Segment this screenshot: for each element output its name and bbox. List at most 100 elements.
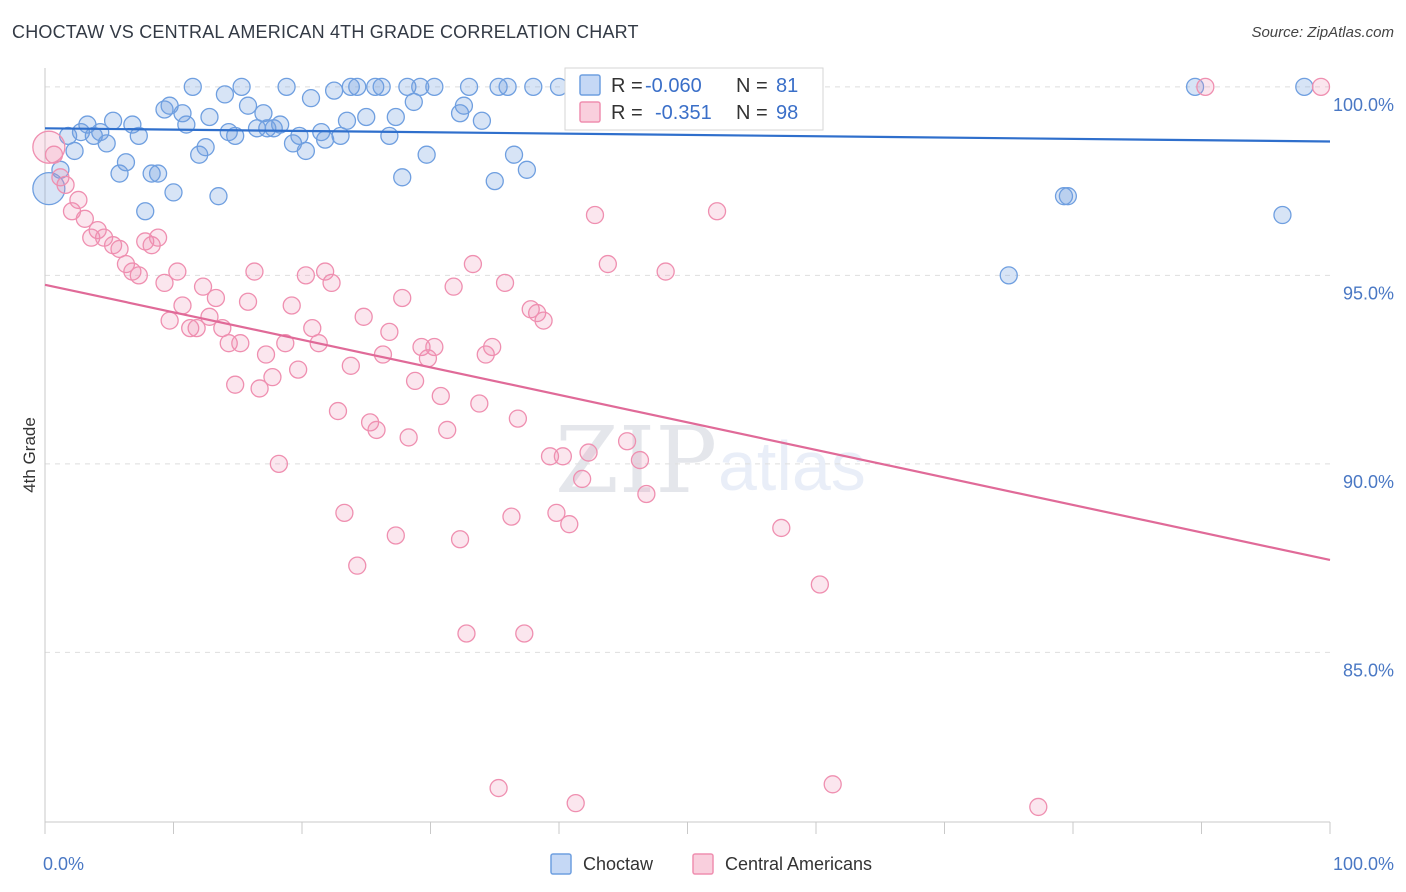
choctaw-point [32,171,66,206]
choctaw-point [97,134,116,153]
central-americans-point [129,266,148,285]
y-axis-title: 4th Grade [20,417,39,493]
central-americans-point [238,292,258,311]
central-americans-point [88,220,107,240]
central-americans-point [380,322,399,342]
choctaw-point [366,77,385,96]
central-americans-points [32,77,1331,817]
stats-n-label-central: N = [736,102,768,124]
central-americans-point [348,556,367,575]
choctaw-point [110,164,129,183]
central-americans-point [823,775,842,794]
central-americans-point [160,311,179,330]
choctaw-point [190,145,209,164]
central-americans-point [386,526,405,545]
central-americans-point [489,778,508,798]
central-americans-point [181,318,200,338]
central-americans-point [226,375,245,394]
choctaw-point [142,164,161,183]
choctaw-point [337,111,357,130]
choctaw-point [324,81,344,100]
central-americans-point [450,530,470,549]
central-americans-point [579,443,598,462]
central-americans-point [572,469,592,489]
choctaw-point [200,107,219,127]
central-americans-point [412,337,431,357]
central-americans-point [250,379,269,398]
central-americans-point [547,503,566,523]
choctaw-point [196,138,215,157]
central-americans-point [187,318,206,338]
choctaw-point [238,96,258,115]
y-tick-label: 85.0% [1343,660,1394,680]
legend-swatch-choctaw [550,853,572,875]
central-americans-point [206,288,226,308]
choctaw-point [148,164,168,183]
choctaw-point [136,202,155,221]
central-americans-point [1311,77,1331,96]
x-ticks [44,822,1331,834]
stats-swatch-choctaw [579,74,601,96]
choctaw-point [296,141,316,161]
central-americans-point [553,447,573,466]
choctaw-point [524,77,543,96]
central-americans-point [56,175,75,195]
trend-lines [44,127,1331,562]
legend-label-choctaw: Choctaw [583,854,654,874]
x-tick-label-min: 0.0% [43,854,84,874]
choctaw-point [254,104,273,123]
choctaw-point [485,171,504,191]
stats-n-value-choctaw: 81 [776,75,798,97]
choctaw-point [348,77,367,96]
central-americans-point [82,228,101,247]
central-americans-point [534,311,553,330]
choctaw-point [315,130,335,149]
stats-n-label-choctaw: N = [736,75,768,97]
stats-r-label-choctaw: R = [611,75,643,97]
central-americans-point [276,334,295,353]
stats-n-value-central: 98 [776,102,798,124]
choctaw-point [404,92,423,112]
choctaw-point [498,77,517,96]
gridlines [45,86,1330,653]
central-americans-point [282,296,301,315]
central-americans-point [810,575,830,594]
choctaw-point [999,266,1018,285]
y-tick-label: 100.0% [1333,95,1394,115]
choctaw-point [472,111,492,130]
central-americans-point [617,432,637,451]
choctaw-point [103,111,123,130]
choctaw-trend-line [44,127,1331,143]
watermark: ZIP atlas [555,407,866,514]
central-americans-point [528,303,547,323]
central-americans-point [431,386,450,406]
y-tick-label: 90.0% [1343,472,1394,492]
choctaw-point [1058,187,1078,206]
legend-label-central: Central Americans [725,854,872,874]
central-americans-point [483,337,502,357]
central-americans-point [155,273,174,293]
choctaw-point [65,141,84,161]
central-americans-point [656,262,675,281]
central-americans-point [772,518,791,538]
choctaw-point [1273,205,1292,225]
central-americans-point [193,277,213,296]
choctaw-point [164,183,183,202]
choctaw-point [277,77,296,96]
x-tick-label-max: 100.0% [1333,854,1394,874]
central-americans-point [303,318,322,338]
central-americans-point [373,345,393,364]
central-americans-point [142,236,161,255]
watermark-atlas: atlas [718,427,866,505]
central-americans-point [44,145,64,164]
central-americans-point [405,371,425,391]
choctaw-point [517,160,537,179]
choctaw-point [380,126,399,146]
choctaw-point [411,77,430,96]
choctaw-point [393,168,412,187]
choctaw-point [454,96,474,115]
central-americans-point [110,239,129,259]
choctaw-point [372,77,391,96]
choctaw-point [215,85,235,104]
